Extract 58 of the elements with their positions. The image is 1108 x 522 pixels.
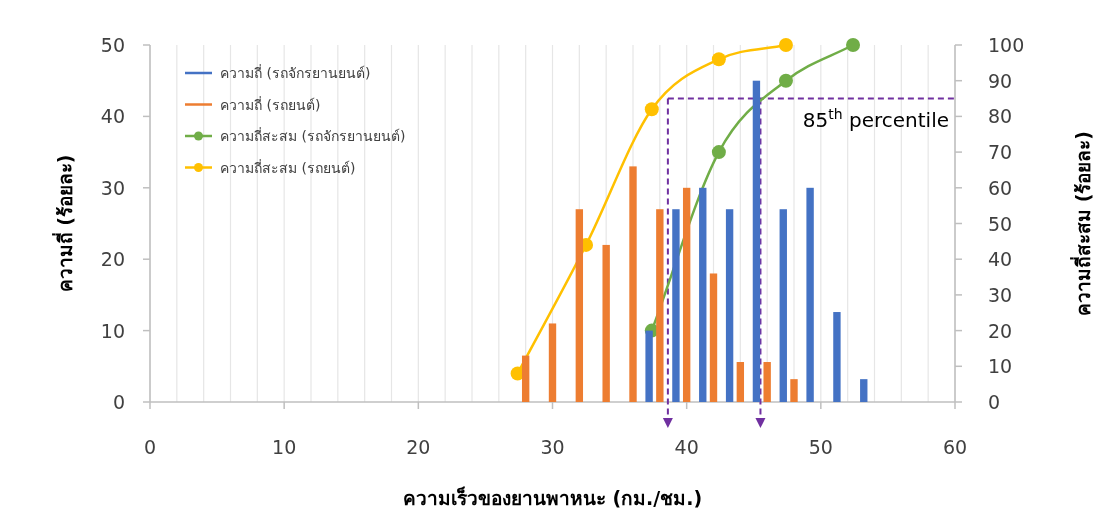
y2-tick-label: 90	[988, 69, 1013, 92]
y2-tick-label: 40	[988, 248, 1013, 271]
bar	[645, 330, 653, 402]
x-tick-label: 10	[272, 436, 297, 458]
bar	[725, 209, 734, 402]
x-tick-label: 30	[540, 436, 565, 458]
point	[711, 52, 726, 67]
point	[644, 102, 659, 117]
bar	[602, 244, 610, 402]
legend-label: ความถี่สะสม (รถจักรยานยนต์)	[220, 127, 406, 144]
y2-tick-label: 80	[988, 105, 1013, 128]
y2-tick-label: 30	[988, 283, 1013, 306]
y-tick-label: 20	[100, 248, 125, 271]
legend-label: ความถี่สะสม (รถยนต์)	[220, 158, 356, 176]
bar	[860, 379, 868, 402]
y2-tick-label: 10	[988, 355, 1013, 378]
legend-label: ความถี่ (รถยนต์)	[220, 95, 321, 113]
bar	[699, 187, 707, 402]
x-tick-label: 20	[406, 436, 431, 458]
bar	[629, 166, 637, 402]
y2-axis-title: ความถี่สะสม (ร้อยละ)	[1070, 131, 1094, 316]
y2-tick-label: 60	[988, 176, 1013, 199]
x-tick-label: 50	[808, 436, 833, 458]
y2-tick-label: 70	[988, 141, 1013, 164]
bar	[790, 379, 798, 402]
legend-label: ความถี่ (รถจักรยานยนต์)	[220, 64, 371, 81]
point	[778, 73, 793, 88]
y-tick-label: 50	[100, 34, 125, 56]
point	[778, 38, 793, 52]
x-tick-label: 60	[942, 436, 968, 458]
bar	[548, 323, 557, 402]
bar	[779, 209, 787, 402]
bar	[752, 80, 761, 402]
bar	[521, 355, 530, 402]
x-tick-label: 40	[674, 436, 699, 458]
x-axis-title: ความเร็วของยานพาหนะ (กม./ชม.)	[402, 486, 703, 509]
bar	[682, 187, 691, 402]
y-tick-label: 10	[100, 319, 125, 342]
bar	[672, 209, 680, 402]
bar	[709, 273, 718, 402]
x-tick-label: 0	[143, 436, 157, 458]
y2-tick-label: 0	[988, 391, 1001, 413]
bar	[575, 209, 584, 402]
bar	[656, 209, 664, 402]
bar	[806, 187, 814, 402]
y2-tick-label: 100	[988, 34, 1025, 56]
bar	[833, 312, 841, 402]
ref-line-label: 85$^{th}$ percentile	[802, 105, 949, 132]
y-axis-title: ความถี่ (ร้อยละ)	[52, 154, 76, 293]
y2-tick-label: 20	[988, 319, 1013, 342]
point	[711, 145, 726, 160]
y-tick-label: 40	[100, 105, 125, 128]
y-tick-label: 0	[112, 391, 125, 413]
bar	[763, 362, 771, 402]
y-tick-label: 30	[100, 176, 125, 199]
bar	[736, 362, 745, 402]
point	[846, 38, 861, 52]
y2-tick-label: 50	[988, 212, 1013, 235]
